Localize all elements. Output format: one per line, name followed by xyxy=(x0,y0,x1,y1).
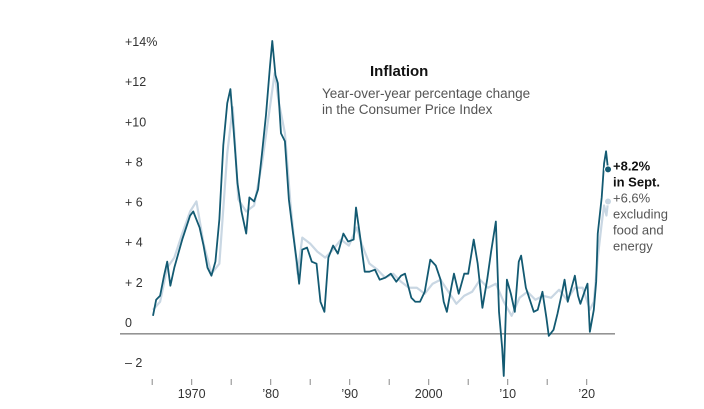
x-tick-label: 2000 xyxy=(415,387,443,401)
end-dot xyxy=(604,165,613,174)
y-tick-label: + 6 xyxy=(125,196,143,210)
annotation: food and xyxy=(613,222,664,237)
end-dot xyxy=(604,197,613,206)
chart-title: Inflation xyxy=(370,63,428,80)
y-tick-label: +12 xyxy=(125,75,146,89)
x-tick-label: ’90 xyxy=(341,387,358,401)
y-tick-label: 0 xyxy=(125,316,132,330)
y-tick-label: +14% xyxy=(125,35,157,49)
y-tick-label: +10 xyxy=(125,115,146,129)
y-tick-label: + 2 xyxy=(125,276,143,290)
x-tick-label: 1970 xyxy=(178,387,206,401)
series-line xyxy=(152,40,609,377)
chart-subtitle: Year-over-year percentage change xyxy=(322,86,530,101)
y-tick-label: + 8 xyxy=(125,155,143,169)
x-tick-label: ’20 xyxy=(578,387,595,401)
annotation: excluding xyxy=(613,206,668,221)
annotation: +6.6% xyxy=(613,190,651,205)
annotation: in Sept. xyxy=(613,174,660,189)
annotation: +8.2% xyxy=(613,158,651,173)
y-tick-label: + 4 xyxy=(125,236,143,250)
y-tick-label: – 2 xyxy=(125,356,142,370)
annotation: energy xyxy=(613,238,653,253)
x-tick-label: ’80 xyxy=(262,387,279,401)
x-tick-label: ’10 xyxy=(499,387,516,401)
chart-subtitle: in the Consumer Price Index xyxy=(322,102,493,117)
